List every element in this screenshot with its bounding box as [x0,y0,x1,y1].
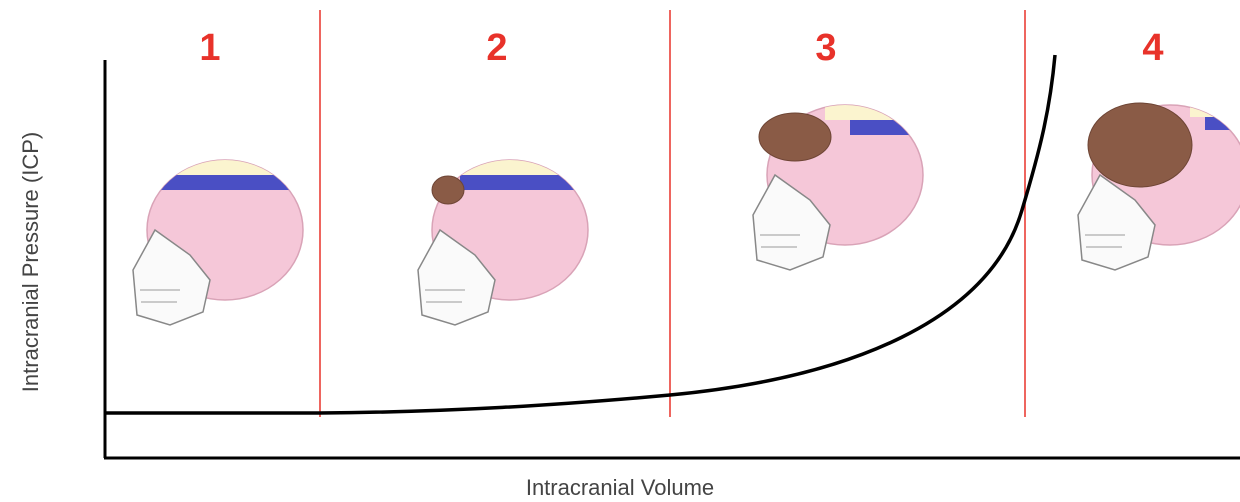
diagram: 1 2 3 4 Intracranial Pressure (ICP) Intr… [0,0,1240,502]
skull [753,95,940,270]
y-axis-label: Intracranial Pressure (ICP) [18,132,43,392]
skull [1078,95,1240,270]
stage-label: 1 [199,27,220,69]
x-axis-label: Intracranial Volume [526,475,714,500]
stage-label: 2 [486,27,507,69]
stage-label: 4 [1142,27,1163,69]
stage-label: 3 [815,27,836,69]
skull [418,150,600,325]
skull [133,150,315,325]
